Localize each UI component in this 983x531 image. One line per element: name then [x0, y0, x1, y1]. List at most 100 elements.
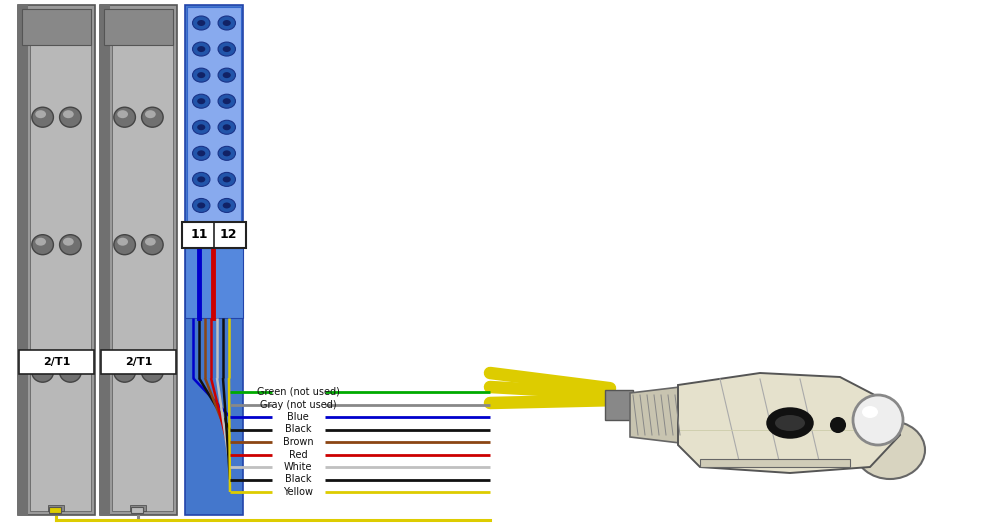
Polygon shape — [630, 387, 680, 443]
Ellipse shape — [193, 199, 210, 212]
Ellipse shape — [114, 107, 136, 127]
Bar — [104, 9, 173, 45]
Ellipse shape — [218, 94, 236, 108]
Ellipse shape — [145, 238, 155, 246]
Ellipse shape — [114, 235, 136, 255]
Bar — [112, 9, 173, 511]
Ellipse shape — [223, 20, 231, 26]
Ellipse shape — [198, 176, 205, 183]
Ellipse shape — [31, 235, 53, 255]
Ellipse shape — [831, 418, 845, 432]
Ellipse shape — [855, 421, 925, 479]
Ellipse shape — [198, 72, 205, 78]
Text: Brown: Brown — [283, 437, 314, 447]
Ellipse shape — [218, 199, 236, 212]
Ellipse shape — [35, 110, 46, 118]
Ellipse shape — [223, 150, 231, 156]
Text: Red: Red — [289, 450, 308, 459]
Text: 11: 11 — [191, 228, 208, 242]
Ellipse shape — [218, 173, 236, 186]
Bar — [30, 9, 91, 511]
Ellipse shape — [60, 107, 82, 127]
Bar — [700, 459, 850, 467]
Ellipse shape — [198, 20, 205, 26]
Bar — [185, 248, 243, 318]
Ellipse shape — [142, 235, 163, 255]
Ellipse shape — [60, 235, 82, 255]
Ellipse shape — [768, 409, 812, 437]
Ellipse shape — [775, 415, 805, 431]
Ellipse shape — [63, 238, 74, 246]
Ellipse shape — [193, 68, 210, 82]
Text: White: White — [284, 462, 313, 472]
Bar — [100, 5, 177, 515]
Ellipse shape — [223, 228, 231, 235]
Ellipse shape — [198, 98, 205, 104]
Bar — [131, 507, 143, 513]
Ellipse shape — [60, 362, 82, 382]
Ellipse shape — [853, 395, 903, 445]
Ellipse shape — [198, 202, 205, 209]
Ellipse shape — [193, 120, 210, 134]
Ellipse shape — [218, 225, 236, 238]
Ellipse shape — [223, 124, 231, 130]
Bar — [19, 350, 94, 374]
Bar — [605, 390, 633, 420]
Bar — [130, 505, 146, 511]
Ellipse shape — [145, 365, 155, 373]
Text: 2/T1: 2/T1 — [43, 357, 70, 367]
Ellipse shape — [198, 46, 205, 52]
Bar — [100, 5, 110, 515]
Text: 2/T1: 2/T1 — [125, 357, 152, 367]
Ellipse shape — [193, 42, 210, 56]
Ellipse shape — [193, 16, 210, 30]
Ellipse shape — [218, 16, 236, 30]
Ellipse shape — [142, 107, 163, 127]
Ellipse shape — [63, 365, 74, 373]
Text: Blue: Blue — [287, 412, 309, 422]
Ellipse shape — [117, 238, 128, 246]
Ellipse shape — [63, 110, 74, 118]
Bar — [182, 222, 246, 248]
Ellipse shape — [223, 72, 231, 78]
Text: Gray (not used): Gray (not used) — [260, 399, 336, 409]
Ellipse shape — [223, 202, 231, 209]
Ellipse shape — [114, 362, 136, 382]
Ellipse shape — [198, 150, 205, 156]
Ellipse shape — [31, 107, 53, 127]
Polygon shape — [678, 373, 900, 473]
Ellipse shape — [117, 365, 128, 373]
Ellipse shape — [193, 225, 210, 238]
Ellipse shape — [198, 228, 205, 235]
Ellipse shape — [31, 362, 53, 382]
Bar — [185, 5, 243, 515]
Ellipse shape — [193, 147, 210, 160]
Ellipse shape — [218, 147, 236, 160]
Ellipse shape — [223, 176, 231, 183]
Bar — [18, 5, 95, 515]
Ellipse shape — [198, 124, 205, 130]
Text: Black: Black — [285, 424, 312, 434]
Ellipse shape — [218, 120, 236, 134]
Text: Green (not used): Green (not used) — [257, 387, 339, 397]
Bar — [187, 7, 241, 260]
Ellipse shape — [193, 94, 210, 108]
Ellipse shape — [35, 238, 46, 246]
Bar — [18, 5, 28, 515]
Ellipse shape — [223, 98, 231, 104]
Bar — [48, 505, 64, 511]
Ellipse shape — [117, 110, 128, 118]
Bar — [101, 350, 176, 374]
Ellipse shape — [223, 46, 231, 52]
Text: Black: Black — [285, 475, 312, 484]
Ellipse shape — [193, 173, 210, 186]
Ellipse shape — [145, 110, 155, 118]
Ellipse shape — [35, 365, 46, 373]
Ellipse shape — [218, 42, 236, 56]
Bar — [22, 9, 91, 45]
Text: Yellow: Yellow — [283, 487, 313, 497]
Ellipse shape — [142, 362, 163, 382]
Text: 12: 12 — [220, 228, 238, 242]
Ellipse shape — [862, 406, 878, 418]
Ellipse shape — [218, 68, 236, 82]
